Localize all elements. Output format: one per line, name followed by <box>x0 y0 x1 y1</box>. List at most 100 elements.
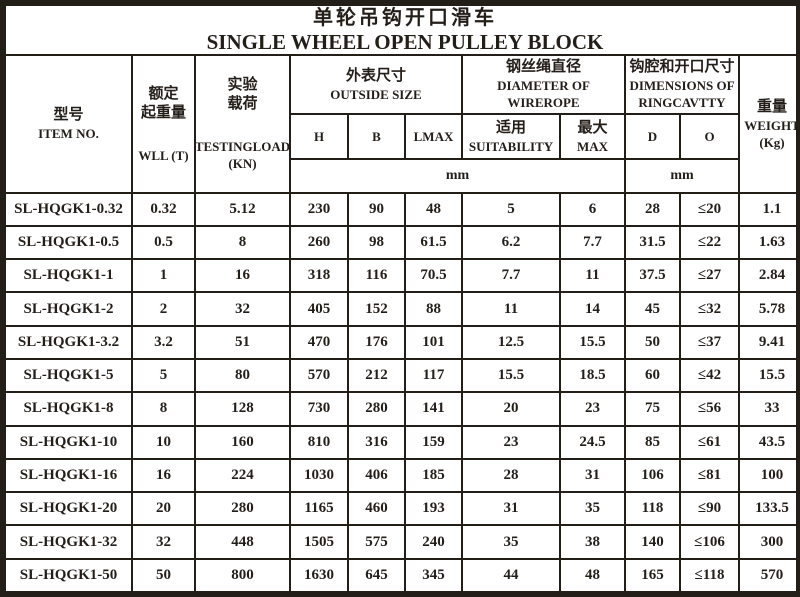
cell-h: 260 <box>289 224 349 261</box>
table-row: SL-HQGK1-50 50 800 1630 645 345 44 48 16… <box>4 557 800 594</box>
outside-size-en: OUTSIDE SIZE <box>330 86 422 102</box>
cell-o: ≤81 <box>679 457 740 494</box>
cell-weight: 300 <box>737 524 800 560</box>
testingload-zh-line2: 载荷 <box>227 96 258 112</box>
ringcavity-zh: 钩腔和开口尺寸 <box>629 59 735 76</box>
cell-h: 1030 <box>289 457 349 494</box>
header-row-groups: 型号 ITEM NO. 额定 起重量 WLL (T) 实验 载荷 TESTING… <box>4 54 800 194</box>
cell-weight: 570 <box>737 557 800 594</box>
wirerope-en-line1: DIAMETER OF <box>497 78 590 94</box>
cell-item-no: SL-HQGK1-0.32 <box>4 191 133 227</box>
cell-testingload: 51 <box>194 324 291 361</box>
cell-h: 810 <box>289 424 349 460</box>
unit-mm-left: mm <box>289 158 626 194</box>
cell-testingload: 280 <box>194 491 291 527</box>
wirerope-zh: 钢丝绳直径 <box>505 59 581 76</box>
suitability-zh: 适用 <box>495 119 526 136</box>
cell-d: 165 <box>624 557 681 594</box>
cell-b: 316 <box>347 424 406 460</box>
d-label: D <box>647 128 658 144</box>
cell-d: 140 <box>624 524 681 560</box>
cell-weight: 9.41 <box>737 324 800 361</box>
suitability-en: SUITABILITY <box>468 138 554 154</box>
cell-d: 28 <box>624 191 681 227</box>
ringcavity-en-line2: RINGCAVTTY <box>638 95 726 111</box>
cell-b: 460 <box>347 491 406 527</box>
b-label: B <box>372 128 381 144</box>
weight-en: WEIGHT <box>744 117 800 133</box>
cell-b: 98 <box>347 224 406 261</box>
cell-lmax: 48 <box>404 191 463 227</box>
cell-testingload: 80 <box>194 357 291 394</box>
cell-h: 730 <box>289 391 349 427</box>
cell-lmax: 70.5 <box>404 258 463 294</box>
cell-wll: 5 <box>131 357 196 394</box>
cell-d: 75 <box>624 391 681 427</box>
outside-size-zh: 外表尺寸 <box>345 67 406 84</box>
cell-h: 230 <box>289 191 349 227</box>
ringcavity-en-line1: DIMENSIONS OF <box>629 78 735 94</box>
cell-b: 90 <box>347 191 406 227</box>
cell-weight: 43.5 <box>737 424 800 460</box>
cell-lmax: 193 <box>404 491 463 527</box>
cell-weight: 1.63 <box>737 224 800 261</box>
cell-h: 318 <box>289 258 349 294</box>
cell-lmax: 159 <box>404 424 463 460</box>
cell-item-no: SL-HQGK1-8 <box>4 391 133 427</box>
cell-suitability: 23 <box>461 424 561 460</box>
cell-o: ≤42 <box>679 357 740 394</box>
cell-max: 14 <box>559 291 626 327</box>
cell-wll: 0.5 <box>131 224 196 261</box>
table-row: SL-HQGK1-3.2 3.2 51 470 176 101 12.5 15.… <box>4 324 800 361</box>
table-row: SL-HQGK1-32 32 448 1505 575 240 35 38 14… <box>4 524 800 560</box>
cell-b: 280 <box>347 391 406 427</box>
cell-d: 118 <box>624 491 681 527</box>
sub-header-lmax: LMAX <box>404 112 463 161</box>
spec-table-body: SL-HQGK1-0.32 0.32 5.12 230 90 48 5 6 28… <box>4 191 800 594</box>
cell-testingload: 8 <box>194 224 291 261</box>
cell-item-no: SL-HQGK1-5 <box>4 357 133 394</box>
cell-testingload: 224 <box>194 457 291 494</box>
cell-o: ≤32 <box>679 291 740 327</box>
cell-wll: 2 <box>131 291 196 327</box>
cell-wll: 10 <box>131 424 196 460</box>
cell-weight: 100 <box>737 457 800 494</box>
title-chinese: 单轮吊钩开口滑车 <box>313 7 497 30</box>
cell-max: 35 <box>559 491 626 527</box>
cell-o: ≤106 <box>679 524 740 560</box>
cell-d: 37.5 <box>624 258 681 294</box>
cell-d: 50 <box>624 324 681 361</box>
cell-max: 11 <box>559 258 626 294</box>
cell-suitability: 44 <box>461 557 561 594</box>
wll-zh-line2: 起重量 <box>140 104 186 121</box>
cell-suitability: 7.7 <box>461 258 561 294</box>
title-row: 单轮吊钩开口滑车 SINGLE WHEEL OPEN PULLEY BLOCK <box>3 3 800 57</box>
cell-suitability: 35 <box>461 524 561 560</box>
cell-item-no: SL-HQGK1-32 <box>4 524 133 560</box>
sub-header-b: B <box>347 112 406 161</box>
cell-b: 575 <box>347 524 406 560</box>
table-row: SL-HQGK1-2 2 32 405 152 88 11 14 45 ≤32 … <box>4 291 800 327</box>
cell-max: 24.5 <box>559 424 626 460</box>
cell-wll: 32 <box>131 524 196 560</box>
cell-o: ≤56 <box>679 391 740 427</box>
cell-testingload: 16 <box>194 258 291 294</box>
title-english: SINGLE WHEEL OPEN PULLEY BLOCK <box>206 30 604 55</box>
cell-item-no: SL-HQGK1-16 <box>4 457 133 494</box>
sub-header-max: 最大 MAX <box>559 112 626 161</box>
testingload-en-line2: (KN) <box>228 156 257 171</box>
cell-h: 405 <box>289 291 349 327</box>
header-row-units: mm mm <box>5 158 800 194</box>
cell-o: ≤22 <box>679 224 740 261</box>
lmax-label: LMAX <box>413 128 454 144</box>
table-row: SL-HQGK1-0.32 0.32 5.12 230 90 48 5 6 28… <box>4 191 800 227</box>
cell-item-no: SL-HQGK1-20 <box>4 491 133 527</box>
cell-max: 31 <box>559 457 626 494</box>
cell-lmax: 141 <box>404 391 463 427</box>
cell-weight: 133.5 <box>737 491 800 527</box>
cell-max: 48 <box>559 557 626 594</box>
header-row-subcolumns: H B LMAX 适用 SUITABILITY 最大 MAX D O <box>5 112 800 161</box>
table-row: SL-HQGK1-8 8 128 730 280 141 20 23 75 ≤5… <box>4 391 800 427</box>
cell-testingload: 128 <box>194 391 291 427</box>
